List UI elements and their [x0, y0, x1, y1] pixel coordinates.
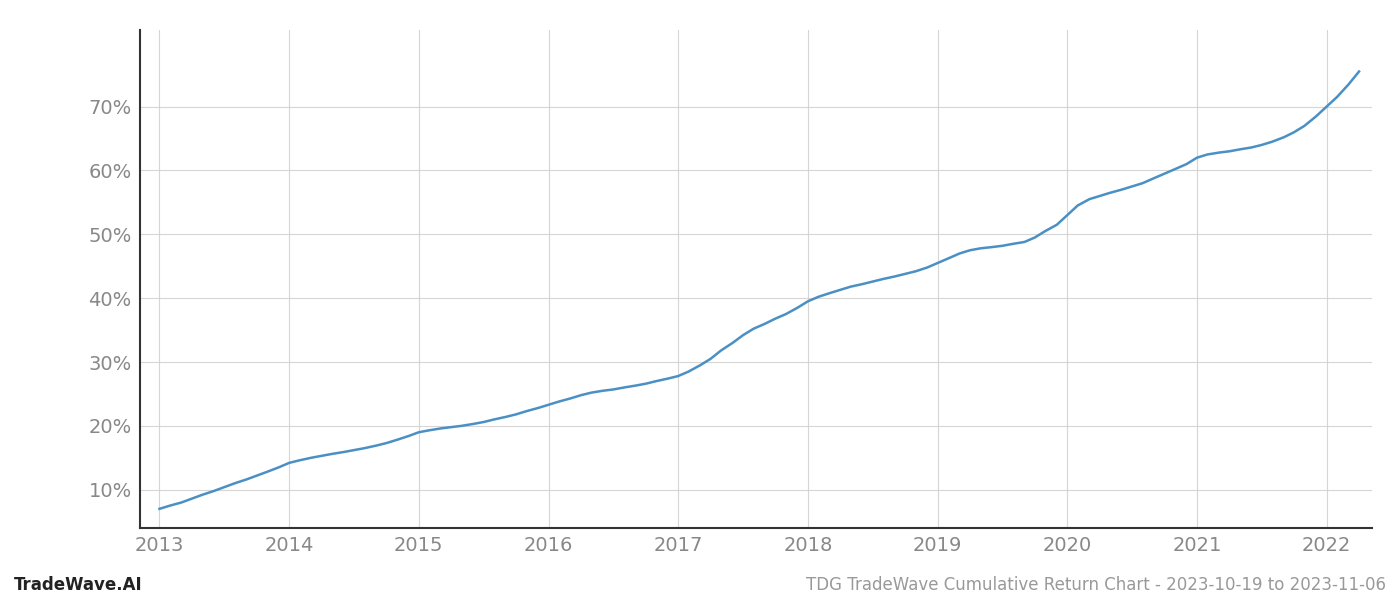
Text: TDG TradeWave Cumulative Return Chart - 2023-10-19 to 2023-11-06: TDG TradeWave Cumulative Return Chart - …: [806, 576, 1386, 594]
Text: TradeWave.AI: TradeWave.AI: [14, 576, 143, 594]
